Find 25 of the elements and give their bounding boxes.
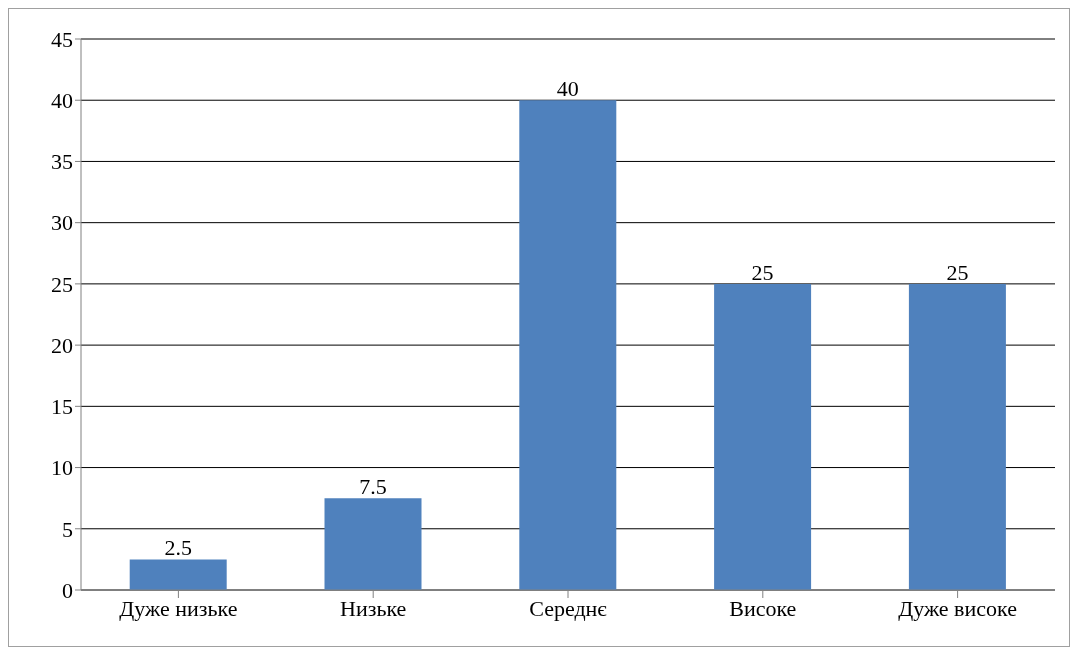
y-tick-label: 0 xyxy=(62,577,73,603)
y-tick-label: 25 xyxy=(51,271,73,297)
bar xyxy=(129,559,227,590)
y-tick-label: 45 xyxy=(51,26,73,52)
y-tick-label: 10 xyxy=(51,455,73,481)
data-label: 2.5 xyxy=(164,535,192,561)
x-tick-label: Високе xyxy=(729,595,797,621)
y-tick-label: 35 xyxy=(51,149,73,175)
x-tick-label: Низьке xyxy=(340,595,407,621)
y-tick-label: 40 xyxy=(51,88,73,114)
y-tick-label: 5 xyxy=(62,516,73,542)
data-label: 7.5 xyxy=(359,474,387,500)
bar xyxy=(324,498,422,590)
bar xyxy=(519,100,617,590)
x-tick-label: Середнє xyxy=(529,595,608,621)
y-tick-label: 20 xyxy=(51,332,73,358)
data-label: 25 xyxy=(751,259,774,285)
bar xyxy=(908,283,1006,590)
bar xyxy=(714,283,812,590)
y-tick-label: 30 xyxy=(51,210,73,236)
x-tick-label: Дуже високе xyxy=(898,595,1017,621)
x-tick-label: Дуже низьке xyxy=(119,595,238,621)
data-label: 25 xyxy=(946,259,969,285)
y-tick-label: 15 xyxy=(51,394,73,420)
data-label: 40 xyxy=(556,76,579,102)
